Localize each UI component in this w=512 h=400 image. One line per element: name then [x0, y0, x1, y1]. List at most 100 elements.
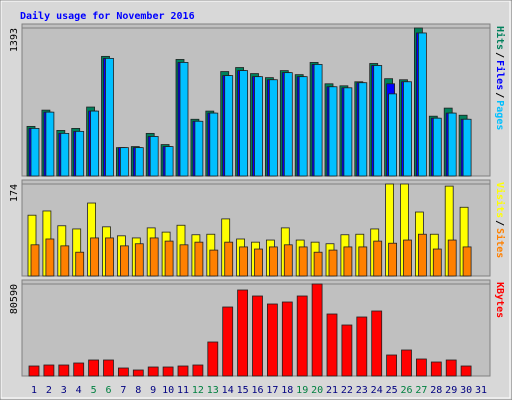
x-tick-label: 18	[281, 385, 293, 396]
bar	[194, 120, 204, 177]
bar	[447, 112, 457, 177]
bar	[237, 289, 249, 377]
bar	[417, 233, 427, 277]
bar	[283, 72, 293, 177]
bar	[177, 365, 189, 377]
x-tick-label: 4	[76, 385, 82, 396]
bar	[432, 117, 442, 177]
x-tick-label: 25	[386, 385, 398, 396]
bar	[28, 365, 40, 377]
bar	[386, 354, 398, 377]
bar	[403, 239, 412, 277]
bar	[462, 118, 472, 177]
x-tick-label: 14	[222, 385, 234, 396]
bar	[401, 349, 412, 377]
legend-entry: Sites	[494, 228, 506, 258]
bar	[60, 245, 70, 277]
bar	[147, 366, 159, 377]
x-tick-label: 9	[150, 385, 156, 396]
bar	[311, 283, 323, 377]
bar	[343, 87, 353, 177]
x-tick-label: 2	[46, 385, 52, 396]
bar	[73, 362, 85, 377]
bar	[149, 136, 159, 177]
x-tick-label: 23	[356, 385, 368, 396]
bar	[179, 62, 189, 177]
bar	[313, 251, 323, 277]
x-tick-label: 26	[400, 385, 412, 396]
bar	[30, 128, 40, 177]
bar	[460, 365, 472, 377]
bar	[45, 111, 55, 177]
x-tick-label: 15	[237, 385, 249, 396]
bar	[326, 313, 338, 377]
bar	[103, 359, 114, 377]
bar	[252, 295, 263, 377]
bar	[222, 306, 234, 377]
bar	[149, 237, 159, 277]
bar	[239, 70, 249, 177]
bar	[283, 244, 293, 277]
x-tick-label: 29	[445, 385, 457, 396]
bar	[268, 246, 278, 277]
bar	[118, 367, 129, 377]
y-tick-label: 174	[9, 184, 20, 202]
x-tick-label: 11	[177, 385, 189, 396]
bar	[268, 79, 278, 177]
bar	[209, 249, 219, 277]
bar	[462, 246, 472, 277]
x-tick-label: 30	[460, 385, 472, 396]
chart-title: Daily usage for November 2016	[20, 10, 195, 22]
legend-separator: /	[494, 52, 505, 58]
bar	[445, 359, 457, 377]
bar	[415, 358, 427, 377]
bar	[88, 359, 99, 377]
bar	[30, 244, 40, 277]
bar	[417, 32, 427, 177]
x-tick-label: 3	[61, 385, 67, 396]
x-tick-label: 10	[162, 385, 174, 396]
bar	[120, 147, 129, 177]
bar	[134, 147, 144, 177]
bar	[75, 130, 85, 177]
bar	[388, 93, 398, 177]
x-tick-label: 1	[31, 385, 37, 396]
x-tick-label: 16	[251, 385, 263, 396]
legend-entry: KBytes	[494, 282, 505, 318]
x-tick-label: 28	[430, 385, 442, 396]
bar	[105, 237, 114, 277]
x-tick-label: 12	[192, 385, 204, 396]
bar	[105, 57, 114, 177]
bar	[45, 238, 55, 277]
bar	[341, 324, 353, 377]
bar	[207, 341, 219, 377]
x-tick-label: 20	[311, 385, 323, 396]
bar	[134, 243, 144, 277]
bar	[430, 361, 442, 377]
bar	[432, 248, 442, 277]
bar	[164, 146, 174, 177]
legend: Visits / Sites	[494, 182, 506, 258]
bar	[90, 110, 99, 177]
bar	[60, 132, 70, 177]
bar	[328, 86, 338, 177]
x-tick-label: 31	[475, 385, 487, 396]
bar	[373, 240, 383, 277]
y-tick-label: 80590	[9, 284, 20, 314]
bar	[358, 82, 368, 177]
bar	[328, 249, 338, 277]
legend-entry: Hits	[494, 26, 506, 50]
bar	[58, 364, 70, 377]
bar	[239, 246, 249, 277]
bar	[164, 240, 174, 277]
bar	[120, 245, 129, 277]
x-tick-label: 19	[296, 385, 308, 396]
x-tick-label: 17	[266, 385, 278, 396]
legend: KBytes	[494, 282, 505, 318]
x-tick-label: 27	[415, 385, 427, 396]
bar	[209, 112, 219, 177]
x-tick-label: 22	[341, 385, 353, 396]
bar	[192, 364, 204, 377]
